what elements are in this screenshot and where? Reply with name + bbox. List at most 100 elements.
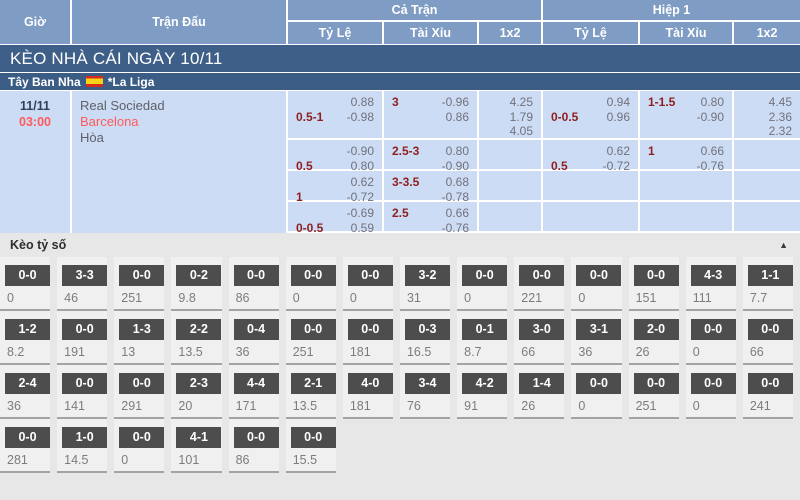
score-box[interactable]: 0-1 xyxy=(462,319,508,340)
score-odds-cell[interactable]: 0-0 15.5 xyxy=(285,419,336,473)
score-box[interactable]: 3-3 xyxy=(62,265,108,286)
score-section-bar[interactable]: Kèo tỷ số ▲ xyxy=(0,233,800,257)
score-odds-cell[interactable]: 2-1 13.5 xyxy=(285,365,336,419)
collapse-arrow-icon[interactable]: ▲ xyxy=(779,240,788,250)
score-box[interactable]: 0-0 xyxy=(290,427,336,448)
odds-cell-h1-hdp-row2[interactable]: 0.62 0.5 -0.72 xyxy=(543,140,640,173)
score-box[interactable]: 4-0 xyxy=(347,373,393,394)
score-odds-cell[interactable]: 0-0 181 xyxy=(342,311,393,365)
score-box[interactable]: 3-1 xyxy=(576,319,622,340)
score-box[interactable]: 0-0 xyxy=(633,265,679,286)
score-box[interactable]: 0-0 xyxy=(5,265,50,286)
score-odds-cell[interactable]: 4-3 111 xyxy=(685,257,736,311)
score-odds-cell[interactable]: 0-0 66 xyxy=(742,311,793,365)
score-box[interactable]: 0-0 xyxy=(576,265,622,286)
odds-cell-h1-1x2-row2[interactable] xyxy=(734,140,800,171)
score-odds-cell[interactable]: 0-0 251 xyxy=(628,365,679,419)
odds-cell-h1-1x2-row4[interactable] xyxy=(734,202,800,233)
score-odds-cell[interactable]: 0-0 0 xyxy=(342,257,393,311)
score-box[interactable]: 4-1 xyxy=(176,427,222,448)
score-odds-cell[interactable]: 0-0 291 xyxy=(114,365,165,419)
score-box[interactable]: 0-0 xyxy=(576,373,622,394)
score-odds-cell[interactable]: 3-1 36 xyxy=(571,311,622,365)
score-box[interactable]: 0-2 xyxy=(176,265,222,286)
score-box[interactable]: 0-0 xyxy=(290,265,336,286)
score-odds-cell[interactable]: 0-0 0 xyxy=(0,257,51,311)
score-odds-cell[interactable]: 0-2 9.8 xyxy=(171,257,222,311)
score-odds-cell[interactable]: 0-0 0 xyxy=(114,419,165,473)
score-odds-cell[interactable]: 3-2 31 xyxy=(399,257,451,311)
score-odds-cell[interactable]: 4-2 91 xyxy=(457,365,508,419)
score-odds-cell[interactable]: 4-1 101 xyxy=(171,419,222,473)
league-bar[interactable]: Tây Ban Nha *La Liga xyxy=(0,73,800,91)
odds-cell-ft-hdp-row2[interactable]: -0.90 0.5 0.80 xyxy=(288,140,384,173)
score-odds-cell[interactable]: 4-4 171 xyxy=(228,365,279,419)
score-box[interactable]: 1-0 xyxy=(62,427,108,448)
score-box[interactable]: 0-4 xyxy=(233,319,279,340)
odds-cell-ft-ou-row1[interactable]: 3 -0.96 0.86 xyxy=(384,91,479,140)
score-odds-cell[interactable]: 0-0 0 xyxy=(285,257,336,311)
odds-cell-ft-ou-row3[interactable]: 3-3.5 0.68 -0.78 xyxy=(384,171,479,204)
score-box[interactable]: 1-3 xyxy=(119,319,165,340)
score-odds-cell[interactable]: 0-0 241 xyxy=(742,365,793,419)
odds-cell-h1-hdp-row3[interactable] xyxy=(543,171,640,202)
score-odds-cell[interactable]: 1-4 26 xyxy=(514,365,565,419)
odds-cell-h1-ou-row2[interactable]: 1 0.66 -0.76 xyxy=(640,140,734,173)
odds-cell-h1-ou-row4[interactable] xyxy=(640,202,734,233)
score-odds-cell[interactable]: 0-0 0 xyxy=(571,257,622,311)
score-odds-cell[interactable]: 0-0 0 xyxy=(685,365,736,419)
score-odds-cell[interactable]: 0-0 0 xyxy=(457,257,508,311)
score-odds-cell[interactable]: 0-0 251 xyxy=(285,311,336,365)
odds-cell-h1-1x2-row1[interactable]: 4.45 2.36 2.32 xyxy=(734,91,800,140)
score-box[interactable]: 0-0 xyxy=(119,265,165,286)
odds-cell-ft-1x2-row4[interactable] xyxy=(479,202,543,233)
score-box[interactable]: 1-2 xyxy=(5,319,50,340)
score-box[interactable]: 4-4 xyxy=(233,373,279,394)
odds-cell-ft-1x2-row1[interactable]: 4.25 1.79 4.05 xyxy=(479,91,543,140)
odds-cell-h1-hdp-row4[interactable] xyxy=(543,202,640,233)
score-odds-cell[interactable]: 4-0 181 xyxy=(342,365,393,419)
score-odds-cell[interactable]: 0-0 151 xyxy=(628,257,679,311)
score-odds-cell[interactable]: 0-4 36 xyxy=(228,311,279,365)
score-box[interactable]: 4-3 xyxy=(690,265,736,286)
odds-cell-h1-ou-row3[interactable] xyxy=(640,171,734,202)
score-box[interactable]: 0-0 xyxy=(462,265,508,286)
score-box[interactable]: 0-0 xyxy=(690,319,736,340)
score-box[interactable]: 0-0 xyxy=(62,319,108,340)
score-odds-cell[interactable]: 0-0 86 xyxy=(228,419,279,473)
away-team[interactable]: Barcelona xyxy=(80,114,139,129)
score-odds-cell[interactable]: 0-0 221 xyxy=(514,257,565,311)
score-box[interactable]: 0-0 xyxy=(347,265,393,286)
score-box[interactable]: 3-0 xyxy=(519,319,565,340)
score-box[interactable]: 2-1 xyxy=(290,373,336,394)
score-odds-cell[interactable]: 1-2 8.2 xyxy=(0,311,51,365)
score-odds-cell[interactable]: 0-3 16.5 xyxy=(399,311,451,365)
odds-cell-h1-1x2-row3[interactable] xyxy=(734,171,800,202)
score-box[interactable]: 2-4 xyxy=(5,373,50,394)
score-box[interactable]: 0-0 xyxy=(633,373,679,394)
score-box[interactable]: 4-2 xyxy=(462,373,508,394)
score-odds-cell[interactable]: 1-3 13 xyxy=(114,311,165,365)
score-odds-cell[interactable]: 2-2 13.5 xyxy=(171,311,222,365)
score-odds-cell[interactable]: 0-0 0 xyxy=(685,311,736,365)
score-odds-cell[interactable]: 2-0 26 xyxy=(628,311,679,365)
odds-cell-h1-hdp-row1[interactable]: 0.94 0-0.5 0.96 xyxy=(543,91,640,140)
score-box[interactable]: 2-2 xyxy=(176,319,222,340)
score-odds-cell[interactable]: 2-4 36 xyxy=(0,365,51,419)
odds-cell-ft-hdp-row3[interactable]: 0.62 1 -0.72 xyxy=(288,171,384,204)
score-odds-cell[interactable]: 0-0 86 xyxy=(228,257,279,311)
score-box[interactable]: 0-0 xyxy=(747,319,793,340)
score-odds-cell[interactable]: 3-4 76 xyxy=(399,365,451,419)
score-box[interactable]: 3-2 xyxy=(404,265,450,286)
score-box[interactable]: 0-0 xyxy=(690,373,736,394)
odds-cell-ft-ou-row4[interactable]: 2.5 0.66 -0.76 xyxy=(384,202,479,235)
score-odds-cell[interactable]: 1-0 14.5 xyxy=(57,419,108,473)
score-box[interactable]: 0-0 xyxy=(519,265,565,286)
odds-cell-h1-ou-row1[interactable]: 1-1.5 0.80 -0.90 xyxy=(640,91,734,140)
odds-cell-ft-hdp-row4[interactable]: -0.69 0-0.5 0.59 xyxy=(288,202,384,235)
score-box[interactable]: 0-0 xyxy=(119,373,165,394)
odds-cell-ft-hdp-row1[interactable]: 0.88 0.5-1 -0.98 xyxy=(288,91,384,140)
score-box[interactable]: 0-3 xyxy=(404,319,450,340)
score-box[interactable]: 2-0 xyxy=(633,319,679,340)
score-odds-cell[interactable]: 0-0 251 xyxy=(114,257,165,311)
